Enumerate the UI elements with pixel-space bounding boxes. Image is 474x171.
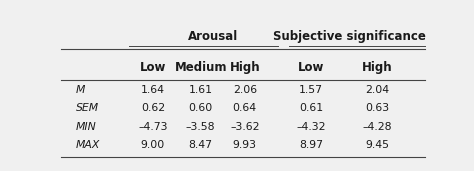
Text: 1.64: 1.64 <box>141 85 165 95</box>
Text: 0.61: 0.61 <box>299 103 323 113</box>
Text: 9.00: 9.00 <box>141 140 165 150</box>
Text: 2.04: 2.04 <box>365 85 389 95</box>
Text: 0.60: 0.60 <box>189 103 213 113</box>
Text: High: High <box>362 61 392 74</box>
Text: MAX: MAX <box>76 140 100 150</box>
Text: 0.63: 0.63 <box>365 103 389 113</box>
Text: SEM: SEM <box>76 103 99 113</box>
Text: M: M <box>76 85 85 95</box>
Text: –3.58: –3.58 <box>186 122 215 131</box>
Text: 0.62: 0.62 <box>141 103 165 113</box>
Text: 8.47: 8.47 <box>189 140 213 150</box>
Text: –4.73: –4.73 <box>138 122 168 131</box>
Text: Low: Low <box>140 61 166 74</box>
Text: –4.28: –4.28 <box>362 122 392 131</box>
Text: Low: Low <box>298 61 324 74</box>
Text: 8.97: 8.97 <box>299 140 323 150</box>
Text: 0.64: 0.64 <box>233 103 257 113</box>
Text: 1.57: 1.57 <box>299 85 323 95</box>
Text: High: High <box>229 61 260 74</box>
Text: 9.45: 9.45 <box>365 140 389 150</box>
Text: Subjective significance: Subjective significance <box>273 30 426 43</box>
Text: –4.32: –4.32 <box>296 122 326 131</box>
Text: Medium: Medium <box>174 61 227 74</box>
Text: 9.93: 9.93 <box>233 140 257 150</box>
Text: 1.61: 1.61 <box>189 85 213 95</box>
Text: –3.62: –3.62 <box>230 122 259 131</box>
Text: MIN: MIN <box>76 122 97 131</box>
Text: Arousal: Arousal <box>188 30 239 43</box>
Text: 2.06: 2.06 <box>233 85 257 95</box>
